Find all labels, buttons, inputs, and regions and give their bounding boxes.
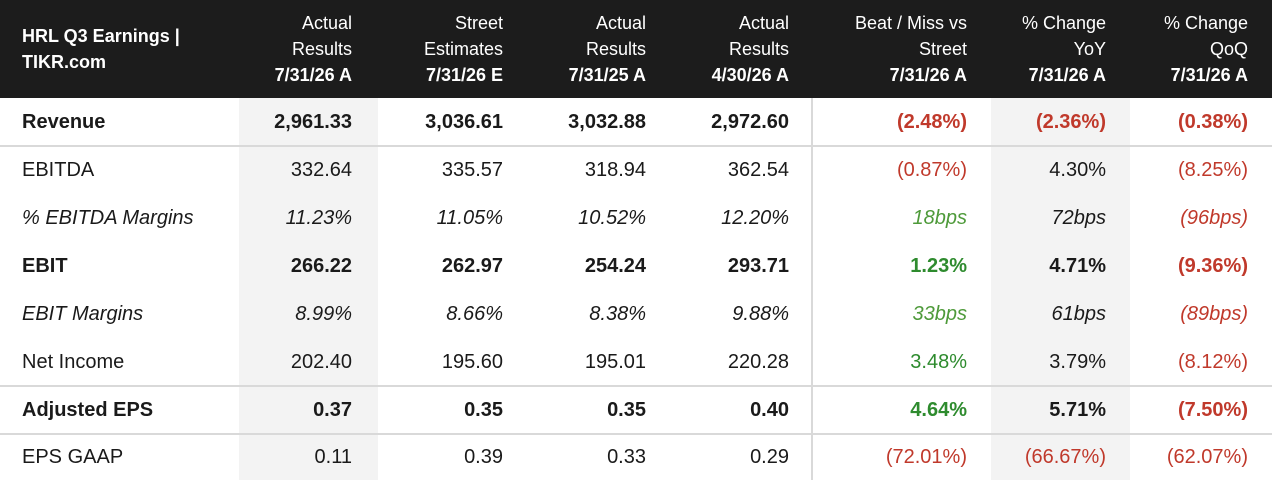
table-cell: 0.37: [313, 399, 352, 421]
table-cell: (89bps): [1180, 302, 1248, 325]
table-cell: 0.35: [464, 399, 503, 421]
table-cell: 3,036.61: [425, 110, 503, 133]
table-cell: 0.29: [750, 446, 789, 468]
table-cell: 4.71%: [1049, 254, 1106, 277]
table-cell: 9.88%: [732, 302, 789, 325]
table-cell: (8.25%): [1177, 159, 1248, 181]
table-cell: (0.87%): [896, 159, 967, 181]
column-shade-actual: [239, 98, 378, 480]
col-header-actual-q3-25: Actual Results 7/31/25 A: [568, 13, 646, 85]
table-cell: 5.71%: [1049, 399, 1106, 421]
table-cell: 11.23%: [285, 206, 352, 229]
table-row-eps-gaap: EPS GAAP 0.11 0.39 0.33 0.29 (72.01%) (6…: [0, 433, 1272, 480]
table-cell: 266.22: [290, 254, 352, 277]
table-cell: 3.79%: [1049, 350, 1106, 373]
table-cell: 362.54: [727, 159, 789, 181]
row-label: EBIT: [22, 254, 68, 277]
table-cell: 72bps: [1051, 206, 1107, 229]
table-cell: 11.05%: [436, 206, 503, 229]
table-cell: 3,032.88: [568, 110, 646, 133]
col-header-actual-q3-26: Actual Results 7/31/26 A: [274, 13, 352, 85]
row-label: EPS GAAP: [22, 446, 124, 468]
col-header-beat-miss: Beat / Miss vs Street 7/31/26 A: [854, 13, 967, 85]
table-cell: 254.24: [584, 254, 646, 277]
table-cell: 0.39: [464, 446, 503, 468]
table-title: HRL Q3 Earnings | TIKR.com: [22, 0, 180, 98]
col-header-actual-q2-26: Actual Results 4/30/26 A: [711, 13, 789, 85]
table-cell: 332.64: [290, 159, 352, 181]
table-cell: 293.71: [727, 254, 789, 277]
table-cell: 220.28: [727, 350, 789, 373]
title-line-1: HRL Q3 Earnings |: [22, 26, 180, 46]
row-label: Revenue: [22, 110, 106, 133]
table-cell: 4.30%: [1049, 159, 1106, 181]
table-cell: 8.99%: [295, 302, 352, 325]
table-cell: 12.20%: [721, 206, 789, 229]
table-cell: (96bps): [1180, 206, 1248, 229]
table-cell: 0.35: [607, 399, 646, 421]
table-cell: 18bps: [912, 206, 968, 229]
table-cell: 10.52%: [578, 206, 646, 229]
table-cell: 8.38%: [589, 302, 646, 325]
col-header-street-estimates: Street Estimates 7/31/26 E: [423, 13, 503, 85]
table-cell: 318.94: [584, 159, 646, 181]
table-cell: 1.23%: [910, 254, 967, 277]
table-cell: 33bps: [912, 302, 968, 325]
table-row-revenue: Revenue 2,961.33 3,036.61 3,032.88 2,972…: [0, 98, 1272, 146]
title-line-2: TIKR.com: [22, 52, 107, 72]
table-cell: (9.36%): [1177, 254, 1248, 277]
table-cell: (72.01%): [885, 446, 967, 468]
table-cell: (8.12%): [1177, 350, 1248, 373]
table-cell: 335.57: [441, 159, 503, 181]
table-cell: 3.48%: [910, 350, 967, 373]
table-cell: 0.11: [314, 446, 352, 468]
table-row-ebit: EBIT 266.22 262.97 254.24 293.71 1.23% 4…: [0, 242, 1272, 290]
table-cell: (2.48%): [896, 110, 967, 133]
table-row-adjusted-eps: Adjusted EPS 0.37 0.35 0.35 0.40 4.64% 5…: [0, 385, 1272, 434]
table-cell: 0.33: [607, 446, 646, 468]
table-cell: (0.38%): [1177, 110, 1248, 133]
table-row-ebit-margins: EBIT Margins 8.99% 8.66% 8.38% 9.88% 33b…: [0, 290, 1272, 338]
table-header: HRL Q3 Earnings | TIKR.com Actual Result…: [0, 0, 1272, 98]
table-cell: 202.40: [290, 350, 352, 373]
table-cell: (62.07%): [1166, 446, 1248, 468]
table-cell: 2,972.60: [711, 110, 789, 133]
row-label: EBITDA: [22, 159, 95, 181]
table-row-ebitda-margins: % EBITDA Margins 11.23% 11.05% 10.52% 12…: [0, 194, 1272, 242]
table-cell: 262.97: [441, 254, 503, 277]
col-header-change-qoq: % Change QoQ 7/31/26 A: [1163, 13, 1248, 85]
table-row-ebitda: EBITDA 332.64 335.57 318.94 362.54 (0.87…: [0, 145, 1272, 194]
table-cell: 61bps: [1051, 302, 1107, 325]
table-cell: 195.60: [441, 350, 503, 373]
table-cell: 8.66%: [446, 302, 503, 325]
row-label: Adjusted EPS: [22, 399, 154, 421]
table-cell: 2,961.33: [274, 110, 352, 133]
col-header-change-yoy: % Change YoY 7/31/26 A: [1021, 13, 1106, 85]
column-divider: [811, 98, 813, 480]
table-cell: 0.40: [750, 399, 789, 421]
table-cell: (2.36%): [1035, 110, 1106, 133]
table-cell: (66.67%): [1024, 446, 1106, 468]
table-cell: 4.64%: [910, 399, 967, 421]
table-cell: (7.50%): [1177, 399, 1248, 421]
row-label: Net Income: [22, 350, 125, 373]
table-cell: 195.01: [584, 350, 646, 373]
row-label: % EBITDA Margins: [22, 206, 194, 229]
column-shade-yoy: [991, 98, 1130, 480]
row-label: EBIT Margins: [22, 302, 144, 325]
table-row-net-income: Net Income 202.40 195.60 195.01 220.28 3…: [0, 338, 1272, 386]
